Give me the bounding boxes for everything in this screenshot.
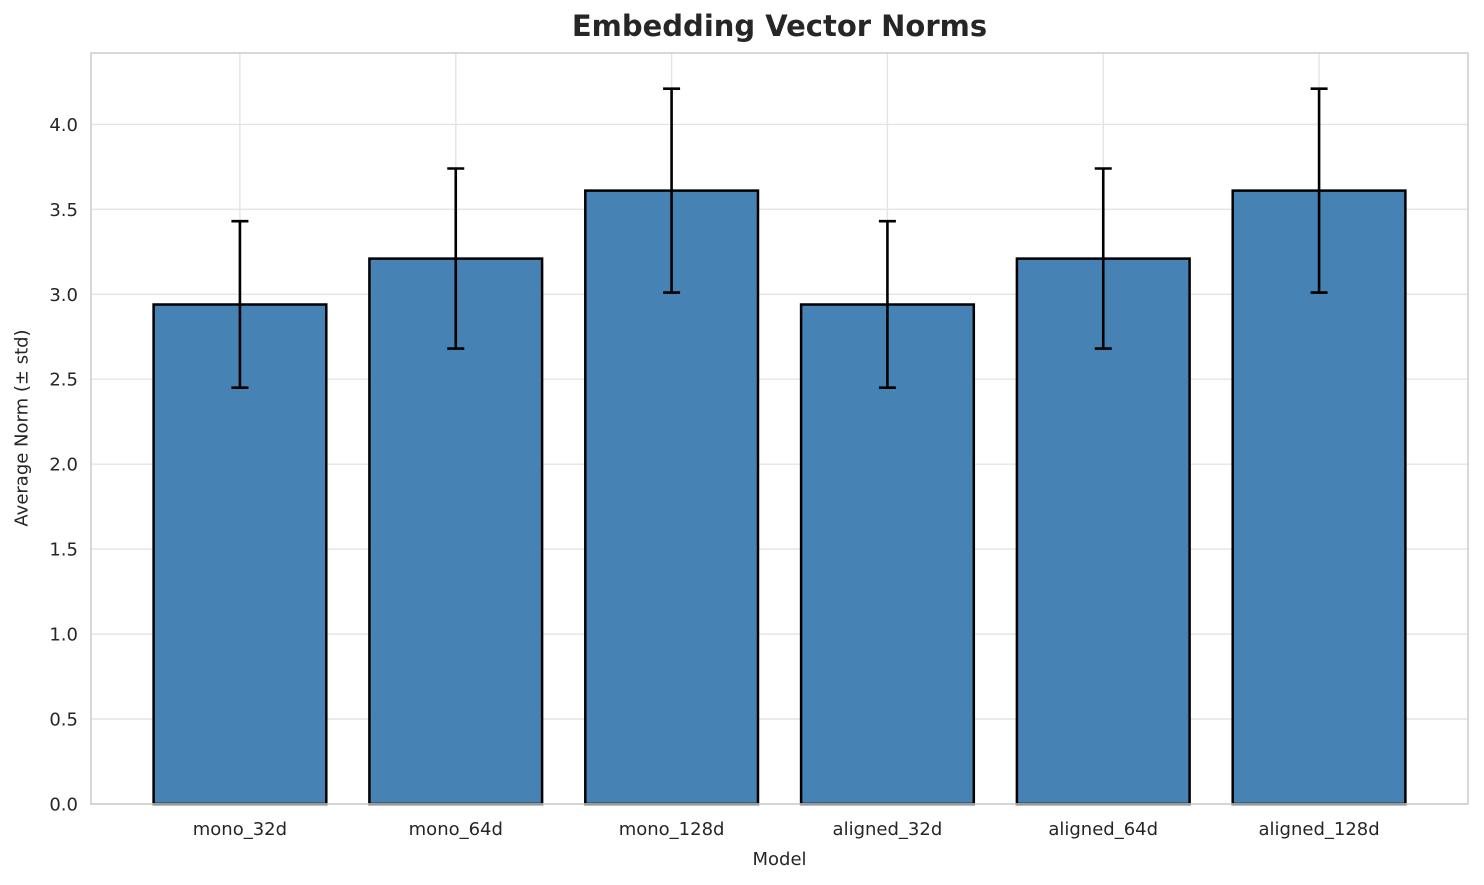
x-tick-label-mono_32d: mono_32d [193, 819, 287, 840]
y-tick-label-1.5: 1.5 [49, 540, 78, 561]
y-tick-label-2.5: 2.5 [49, 370, 78, 391]
y-tick-label-0.5: 0.5 [49, 710, 78, 731]
x-axis-label: Model [752, 849, 807, 870]
y-tick-label-2.0: 2.0 [49, 455, 78, 476]
x-tick-label-aligned_128d: aligned_128d [1259, 819, 1380, 840]
y-tick-label-3.5: 3.5 [49, 200, 78, 221]
x-tick-label-aligned_64d: aligned_64d [1048, 819, 1158, 840]
y-tick-label-0.0: 0.0 [49, 795, 78, 816]
chart-title: Embedding Vector Norms [571, 9, 988, 43]
y-tick-label-4.0: 4.0 [49, 115, 78, 136]
y-tick-label-1.0: 1.0 [49, 625, 78, 646]
y-tick-label-3.0: 3.0 [49, 285, 78, 306]
x-tick-label-mono_64d: mono_64d [409, 819, 503, 840]
plot-border [90, 52, 1469, 805]
x-tick-label-mono_128d: mono_128d [619, 819, 725, 840]
x-tick-label-aligned_32d: aligned_32d [833, 819, 943, 840]
